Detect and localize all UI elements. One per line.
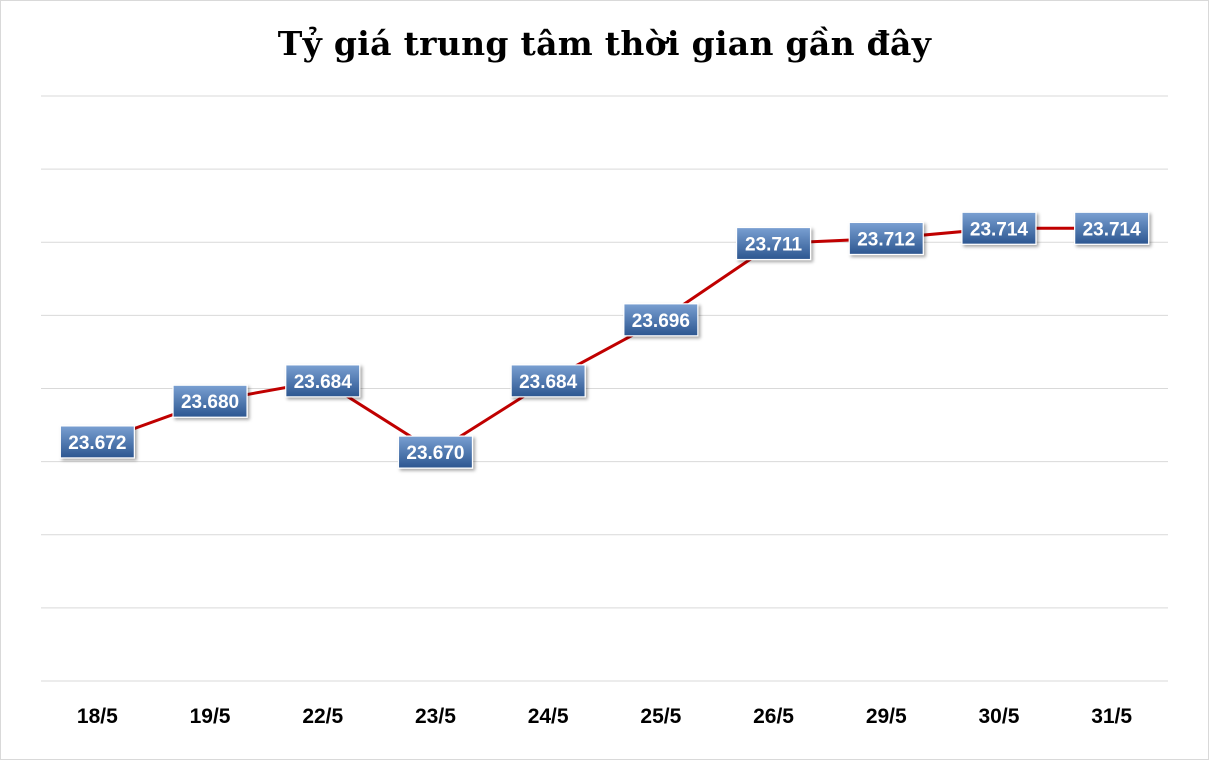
data-label: 23.711 xyxy=(745,235,802,256)
data-label: 23.684 xyxy=(294,372,353,393)
data-label: 23.714 xyxy=(1083,219,1142,240)
data-label: 23.670 xyxy=(406,443,464,464)
data-label-box xyxy=(510,364,586,398)
data-label-box xyxy=(172,384,248,418)
data-label-box xyxy=(285,364,361,398)
data-label-box xyxy=(961,211,1037,245)
data-label-box xyxy=(397,435,474,469)
data-label: 23.680 xyxy=(181,392,239,413)
data-point: 23.714 xyxy=(961,211,1037,245)
x-tick-label: 23/5 xyxy=(415,705,456,728)
data-label-box xyxy=(735,226,812,261)
x-tick-label: 24/5 xyxy=(528,705,569,728)
x-tick-label: 29/5 xyxy=(866,705,907,728)
x-tick-label: 19/5 xyxy=(190,705,231,728)
series-line xyxy=(96,226,1112,454)
data-label: 23.712 xyxy=(857,229,915,250)
x-tick-label: 18/5 xyxy=(77,705,118,728)
data-point: 23.712 xyxy=(848,221,924,256)
data-label-box xyxy=(848,221,924,256)
data-label-box xyxy=(623,303,699,337)
data-label-box xyxy=(59,425,135,459)
data-label-box xyxy=(1074,211,1150,245)
x-tick-label: 30/5 xyxy=(979,705,1020,728)
chart-title: Tỷ giá trung tâm thời gian gần đây xyxy=(277,24,932,63)
x-tick-label: 22/5 xyxy=(302,705,343,728)
data-point: 23.680 xyxy=(172,384,248,418)
data-label: 23.684 xyxy=(519,372,578,393)
data-point: 23.711 xyxy=(735,226,812,261)
data-label: 23.672 xyxy=(68,433,126,454)
x-tick-label: 25/5 xyxy=(640,705,681,728)
data-point: 23.714 xyxy=(1074,211,1150,245)
data-point: 23.684 xyxy=(285,364,361,398)
data-point: 23.672 xyxy=(59,425,135,459)
data-label: 23.696 xyxy=(632,311,690,332)
data-point: 23.696 xyxy=(623,303,699,337)
data-point: 23.684 xyxy=(510,364,586,398)
x-tick-label: 31/5 xyxy=(1091,705,1132,728)
data-point: 23.670 xyxy=(397,435,474,469)
x-tick-label: 26/5 xyxy=(753,705,794,728)
data-label: 23.714 xyxy=(970,219,1029,240)
